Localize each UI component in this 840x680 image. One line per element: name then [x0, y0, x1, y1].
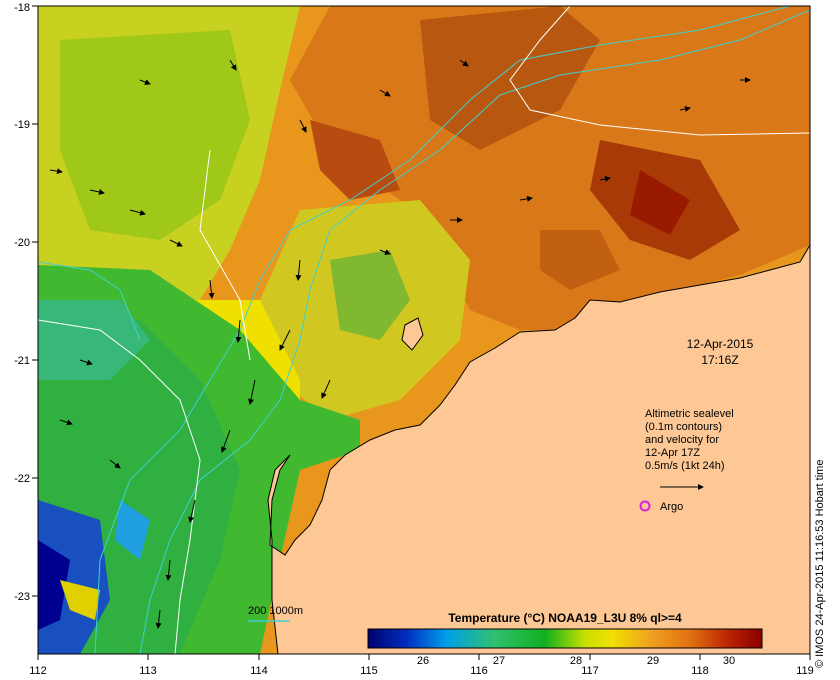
colorbar-tick-label: 30 [723, 655, 735, 667]
velocity-arrows [49, 59, 751, 629]
lon-label: 117 [581, 665, 599, 677]
lat-label: -23 [14, 591, 30, 603]
altimetry-note: Altimetric sealevel (0.1m contours) and … [645, 408, 734, 473]
map-frame [37, 5, 811, 655]
lon-label: 112 [29, 665, 47, 677]
altimetry-note-line: (0.1m contours) [645, 421, 723, 433]
altimetry-note-line: 0.5m/s (1kt 24h) [645, 460, 725, 472]
colorbar-tick-label: 28 [570, 655, 582, 667]
colorbar-tick-label: 29 [647, 655, 659, 667]
lat-label: -21 [14, 355, 30, 367]
colorbar-title: Temperature (°C) NOAA19_L3U 8% ql>=4 [448, 611, 682, 625]
colorbar-tick-label: 26 [417, 655, 429, 667]
colorbar [367, 628, 763, 649]
timestamp-time: 17:16Z [701, 353, 739, 367]
island [401, 317, 424, 351]
argo-label: Argo [660, 501, 683, 513]
altimetry-note-line: 12-Apr 17Z [645, 447, 701, 459]
lat-label: -20 [14, 237, 30, 249]
sst-field [38, 6, 810, 654]
lon-label: 119 [796, 665, 814, 677]
bathy-legend-label: 200 1000m [248, 605, 303, 617]
lon-label: 115 [360, 665, 378, 677]
lon-label: 116 [470, 665, 488, 677]
land-mass [267, 244, 810, 654]
timestamp-date: 12-Apr-2015 [686, 337, 754, 351]
altimetry-note-line: Altimetric sealevel [645, 408, 734, 420]
colorbar-tick-label: 27 [493, 655, 505, 667]
lon-label: 113 [139, 665, 157, 677]
lon-tick-marks [37, 654, 811, 660]
argo-marker-icon [639, 500, 651, 512]
lat-tick-marks [32, 5, 38, 597]
timestamp: 12-Apr-2015 17:16Z [660, 336, 780, 368]
lon-label: 118 [691, 665, 709, 677]
altimetry-note-line: and velocity for [645, 434, 719, 446]
credit-text: © IMOS 24-Apr-2015 11:16:53 Hobart time [814, 459, 826, 668]
lat-label: -19 [14, 119, 30, 131]
lat-label: -22 [14, 473, 30, 485]
lon-label: 114 [250, 665, 268, 677]
sealevel-contours [38, 6, 810, 654]
bathymetry-contours [38, 6, 810, 654]
lat-label: -18 [14, 2, 30, 14]
